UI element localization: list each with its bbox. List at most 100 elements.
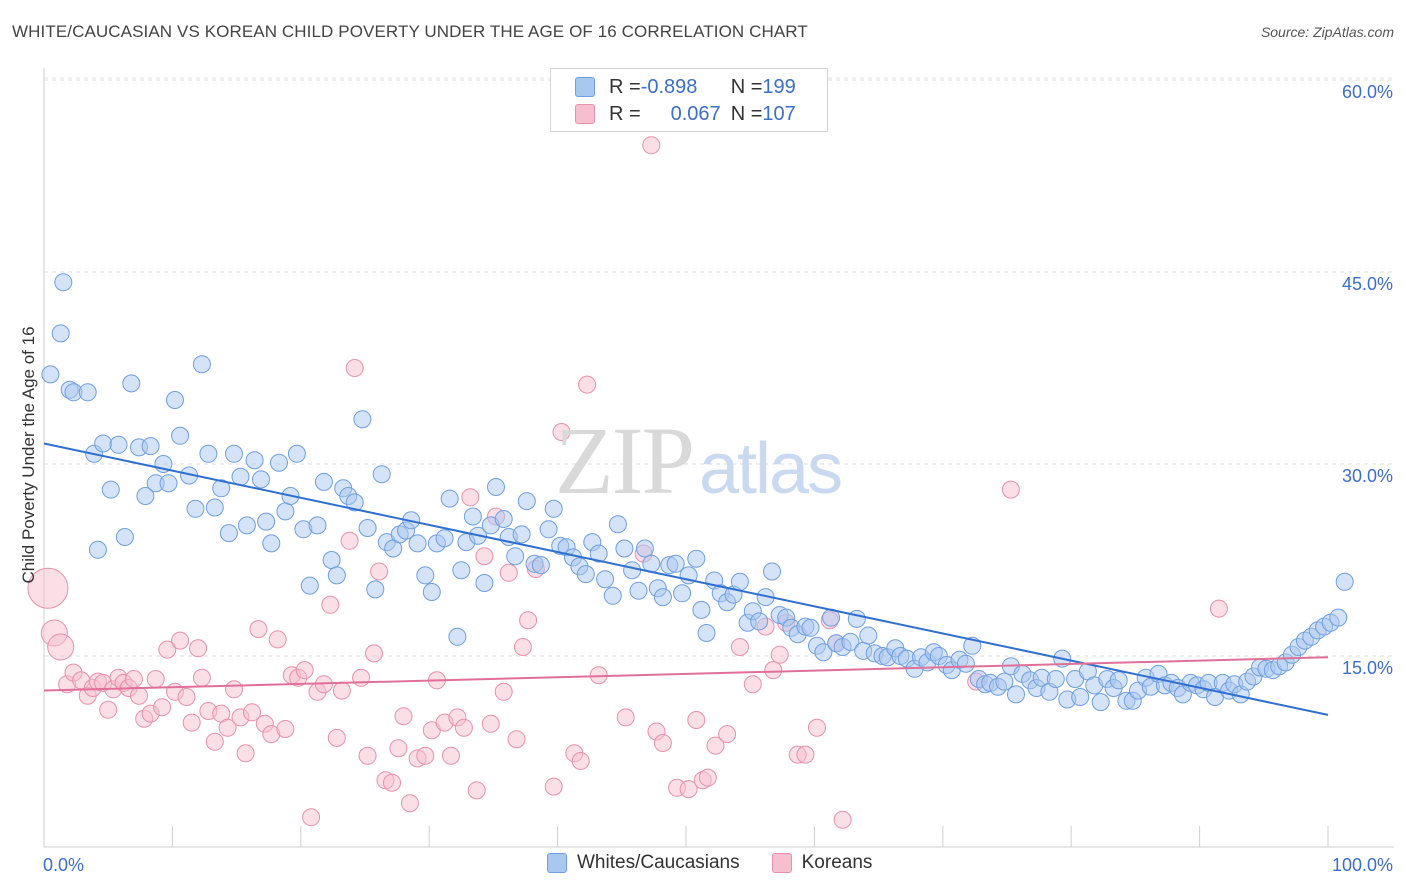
white-point — [257, 512, 276, 531]
korean-point — [687, 711, 706, 729]
korean-point — [153, 698, 172, 717]
korean-point — [365, 644, 383, 663]
white-point — [245, 451, 264, 470]
korean-point — [332, 681, 351, 700]
blue-swatch — [575, 77, 595, 97]
white-point — [358, 519, 377, 537]
korean-points — [27, 136, 1228, 829]
axes — [43, 68, 1394, 848]
white-point — [687, 549, 706, 568]
white-point — [141, 437, 160, 456]
white-point — [205, 498, 224, 517]
white-point — [615, 539, 634, 558]
white-point — [276, 502, 295, 521]
white-point — [608, 515, 627, 534]
trend-lines — [43, 442, 1329, 716]
korean-point — [327, 728, 346, 747]
korean-point — [321, 595, 340, 614]
white-point — [576, 565, 595, 584]
korean-point — [796, 745, 815, 764]
korean-point — [268, 630, 287, 649]
korean-point — [130, 686, 148, 705]
korean-point — [416, 746, 435, 765]
korean-point — [494, 682, 513, 701]
chart-title: WHITE/CAUCASIAN VS KOREAN CHILD POVERTY … — [12, 22, 808, 41]
white-point — [763, 562, 781, 581]
white-point — [136, 487, 155, 505]
white-point — [603, 586, 622, 605]
korean-point — [513, 638, 532, 656]
legend-label-koreans: Koreans — [801, 852, 873, 873]
legend-n-value: 199 — [762, 75, 796, 98]
white-point — [166, 391, 184, 409]
korean-point — [394, 707, 413, 726]
white-point — [517, 492, 536, 511]
white-point — [300, 576, 319, 595]
white-point — [1329, 608, 1348, 627]
white-point — [440, 489, 459, 508]
white-point — [859, 626, 878, 645]
korean-point — [158, 640, 177, 659]
white-point — [51, 324, 70, 343]
white-point — [539, 520, 558, 539]
white-point — [78, 383, 97, 402]
y-tick-label: 15.0% — [1342, 658, 1393, 678]
korean-point — [808, 718, 826, 737]
korean-point — [400, 794, 419, 813]
white-point — [270, 453, 288, 472]
korean-point — [499, 563, 518, 582]
white-point — [54, 273, 73, 292]
white-point — [109, 435, 128, 454]
white-point — [231, 467, 250, 486]
white-point — [199, 444, 218, 463]
white-point — [416, 566, 435, 585]
legend-n-label: N = — [730, 75, 763, 98]
legend-r-label: R = — [609, 102, 641, 125]
white-point — [122, 374, 141, 393]
korean-point — [454, 718, 473, 737]
korean-point — [642, 136, 661, 155]
korean-point — [99, 700, 118, 719]
white-point — [41, 365, 60, 384]
white-point — [487, 478, 505, 496]
white-point — [435, 529, 454, 548]
white-point — [475, 574, 494, 592]
white-point — [1091, 693, 1110, 712]
white-point — [1046, 670, 1065, 688]
grid-lines — [44, 77, 1394, 657]
korean-point — [1001, 480, 1020, 499]
y-tick-label: 45.0% — [1342, 274, 1393, 294]
white-point — [186, 499, 205, 518]
white-point — [653, 588, 672, 607]
white-point — [1007, 685, 1025, 704]
white-point — [171, 426, 190, 445]
white-point — [219, 524, 238, 543]
y-tick-label: 60.0% — [1342, 82, 1393, 102]
white-point — [452, 561, 471, 580]
watermark: ZIPatlas — [555, 405, 843, 516]
korean-point — [276, 720, 295, 738]
white-point — [237, 516, 256, 535]
white-point — [101, 480, 120, 499]
korean-point — [205, 732, 224, 751]
korean-point — [519, 611, 538, 630]
legend-n-value: 107 — [762, 102, 796, 125]
korean-point — [743, 675, 762, 694]
korean-point — [177, 688, 196, 706]
korean-point — [182, 713, 201, 732]
korean-point — [302, 808, 321, 827]
korean-point — [358, 746, 377, 765]
korean-point — [481, 714, 500, 733]
white-point — [287, 444, 306, 463]
white-point — [159, 474, 178, 493]
series-legend: Whites/Caucasians Koreans — [547, 852, 904, 874]
white-point — [262, 534, 281, 553]
white-point — [750, 612, 769, 631]
white-point — [314, 472, 333, 491]
y-tick-label: 30.0% — [1342, 466, 1393, 486]
white-points — [41, 273, 1354, 712]
white-point — [345, 493, 364, 512]
korean-point — [340, 531, 359, 550]
white-point — [322, 551, 341, 569]
white-point — [1109, 671, 1128, 690]
